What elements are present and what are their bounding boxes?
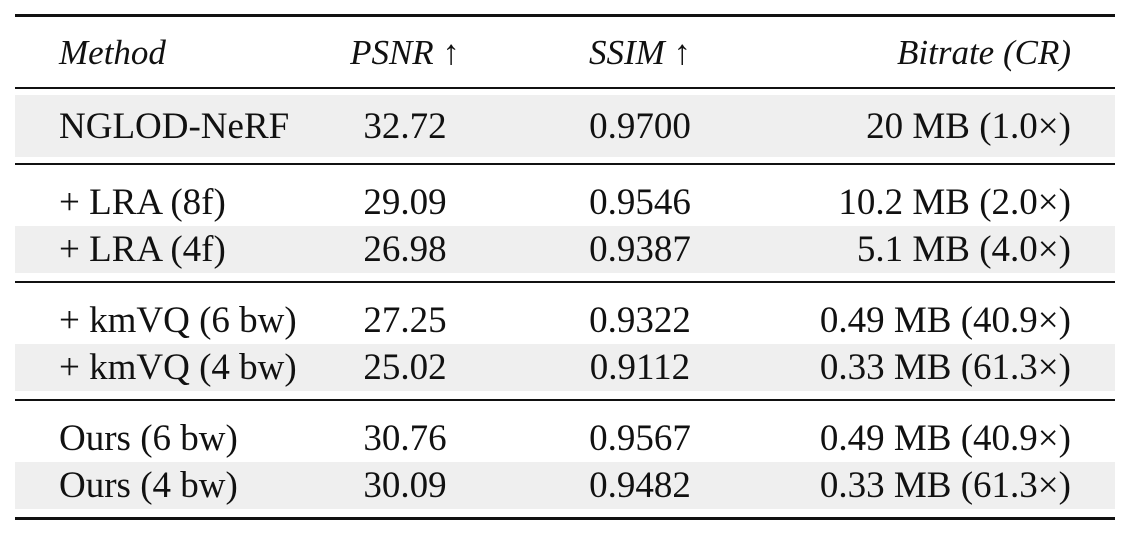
cell-ssim: 0.9322 [589, 300, 691, 341]
cell-psnr: 27.25 [363, 300, 447, 341]
cell-method: + kmVQ (4 bw) [59, 347, 297, 388]
cell-psnr: 30.76 [363, 418, 447, 459]
cell-ssim: 0.9700 [589, 105, 691, 147]
cell-method: NGLOD-NeRF [59, 105, 290, 147]
cell-bitrate: 5.1 MB (4.0×) [856, 229, 1071, 270]
cell-bitrate: 0.49 MB (40.9×) [819, 418, 1071, 459]
cell-bitrate: 20 MB (1.0×) [866, 105, 1071, 147]
table-row: + LRA (8f) 29.09 0.9546 10.2 MB (2.0×) [15, 179, 1115, 226]
header-ssim: SSIM ↑ [588, 32, 692, 72]
table-row: Ours (6 bw) 30.76 0.9567 0.49 MB (40.9×) [15, 415, 1115, 462]
cell-psnr: 32.72 [363, 105, 447, 147]
cell-psnr: 26.98 [363, 229, 447, 270]
cell-bitrate: 0.49 MB (40.9×) [819, 300, 1071, 341]
cell-psnr: 25.02 [363, 347, 447, 388]
header-rule [15, 87, 1115, 89]
cell-method: Ours (6 bw) [59, 418, 238, 459]
top-rule [15, 14, 1115, 17]
header-bitrate: Bitrate (CR) [897, 32, 1071, 72]
cell-bitrate: 10.2 MB (2.0×) [838, 182, 1071, 223]
cell-ssim: 0.9482 [589, 465, 691, 506]
table-row: + LRA (4f) 26.98 0.9387 5.1 MB (4.0×) [15, 226, 1115, 273]
cell-method: + LRA (4f) [59, 229, 226, 270]
cell-bitrate: 0.33 MB (61.3×) [819, 347, 1071, 388]
cell-ssim: 0.9387 [589, 229, 691, 270]
table-row: Ours (4 bw) 30.09 0.9482 0.33 MB (61.3×) [15, 462, 1115, 509]
cell-psnr: 29.09 [363, 182, 447, 223]
group-rule [15, 399, 1115, 401]
cell-method: + LRA (8f) [59, 182, 226, 223]
cell-ssim: 0.9546 [589, 182, 691, 223]
header-psnr: PSNR ↑ [350, 32, 460, 72]
group-rule [15, 281, 1115, 283]
results-table: Method PSNR ↑ SSIM ↑ Bitrate (CR) NGLOD-… [15, 14, 1115, 520]
table-row: + kmVQ (4 bw) 25.02 0.9112 0.33 MB (61.3… [15, 344, 1115, 391]
cell-ssim: 0.9112 [589, 347, 691, 388]
table-header: Method PSNR ↑ SSIM ↑ Bitrate (CR) [15, 17, 1115, 87]
table-row: NGLOD-NeRF 32.72 0.9700 20 MB (1.0×) [15, 95, 1115, 157]
cell-ssim: 0.9567 [589, 418, 691, 459]
cell-method: Ours (4 bw) [59, 465, 238, 506]
bottom-rule [15, 517, 1115, 520]
header-method: Method [59, 32, 166, 72]
cell-psnr: 30.09 [363, 465, 447, 506]
cell-method: + kmVQ (6 bw) [59, 300, 297, 341]
group-rule [15, 163, 1115, 165]
table-row: + kmVQ (6 bw) 27.25 0.9322 0.49 MB (40.9… [15, 297, 1115, 344]
cell-bitrate: 0.33 MB (61.3×) [819, 465, 1071, 506]
